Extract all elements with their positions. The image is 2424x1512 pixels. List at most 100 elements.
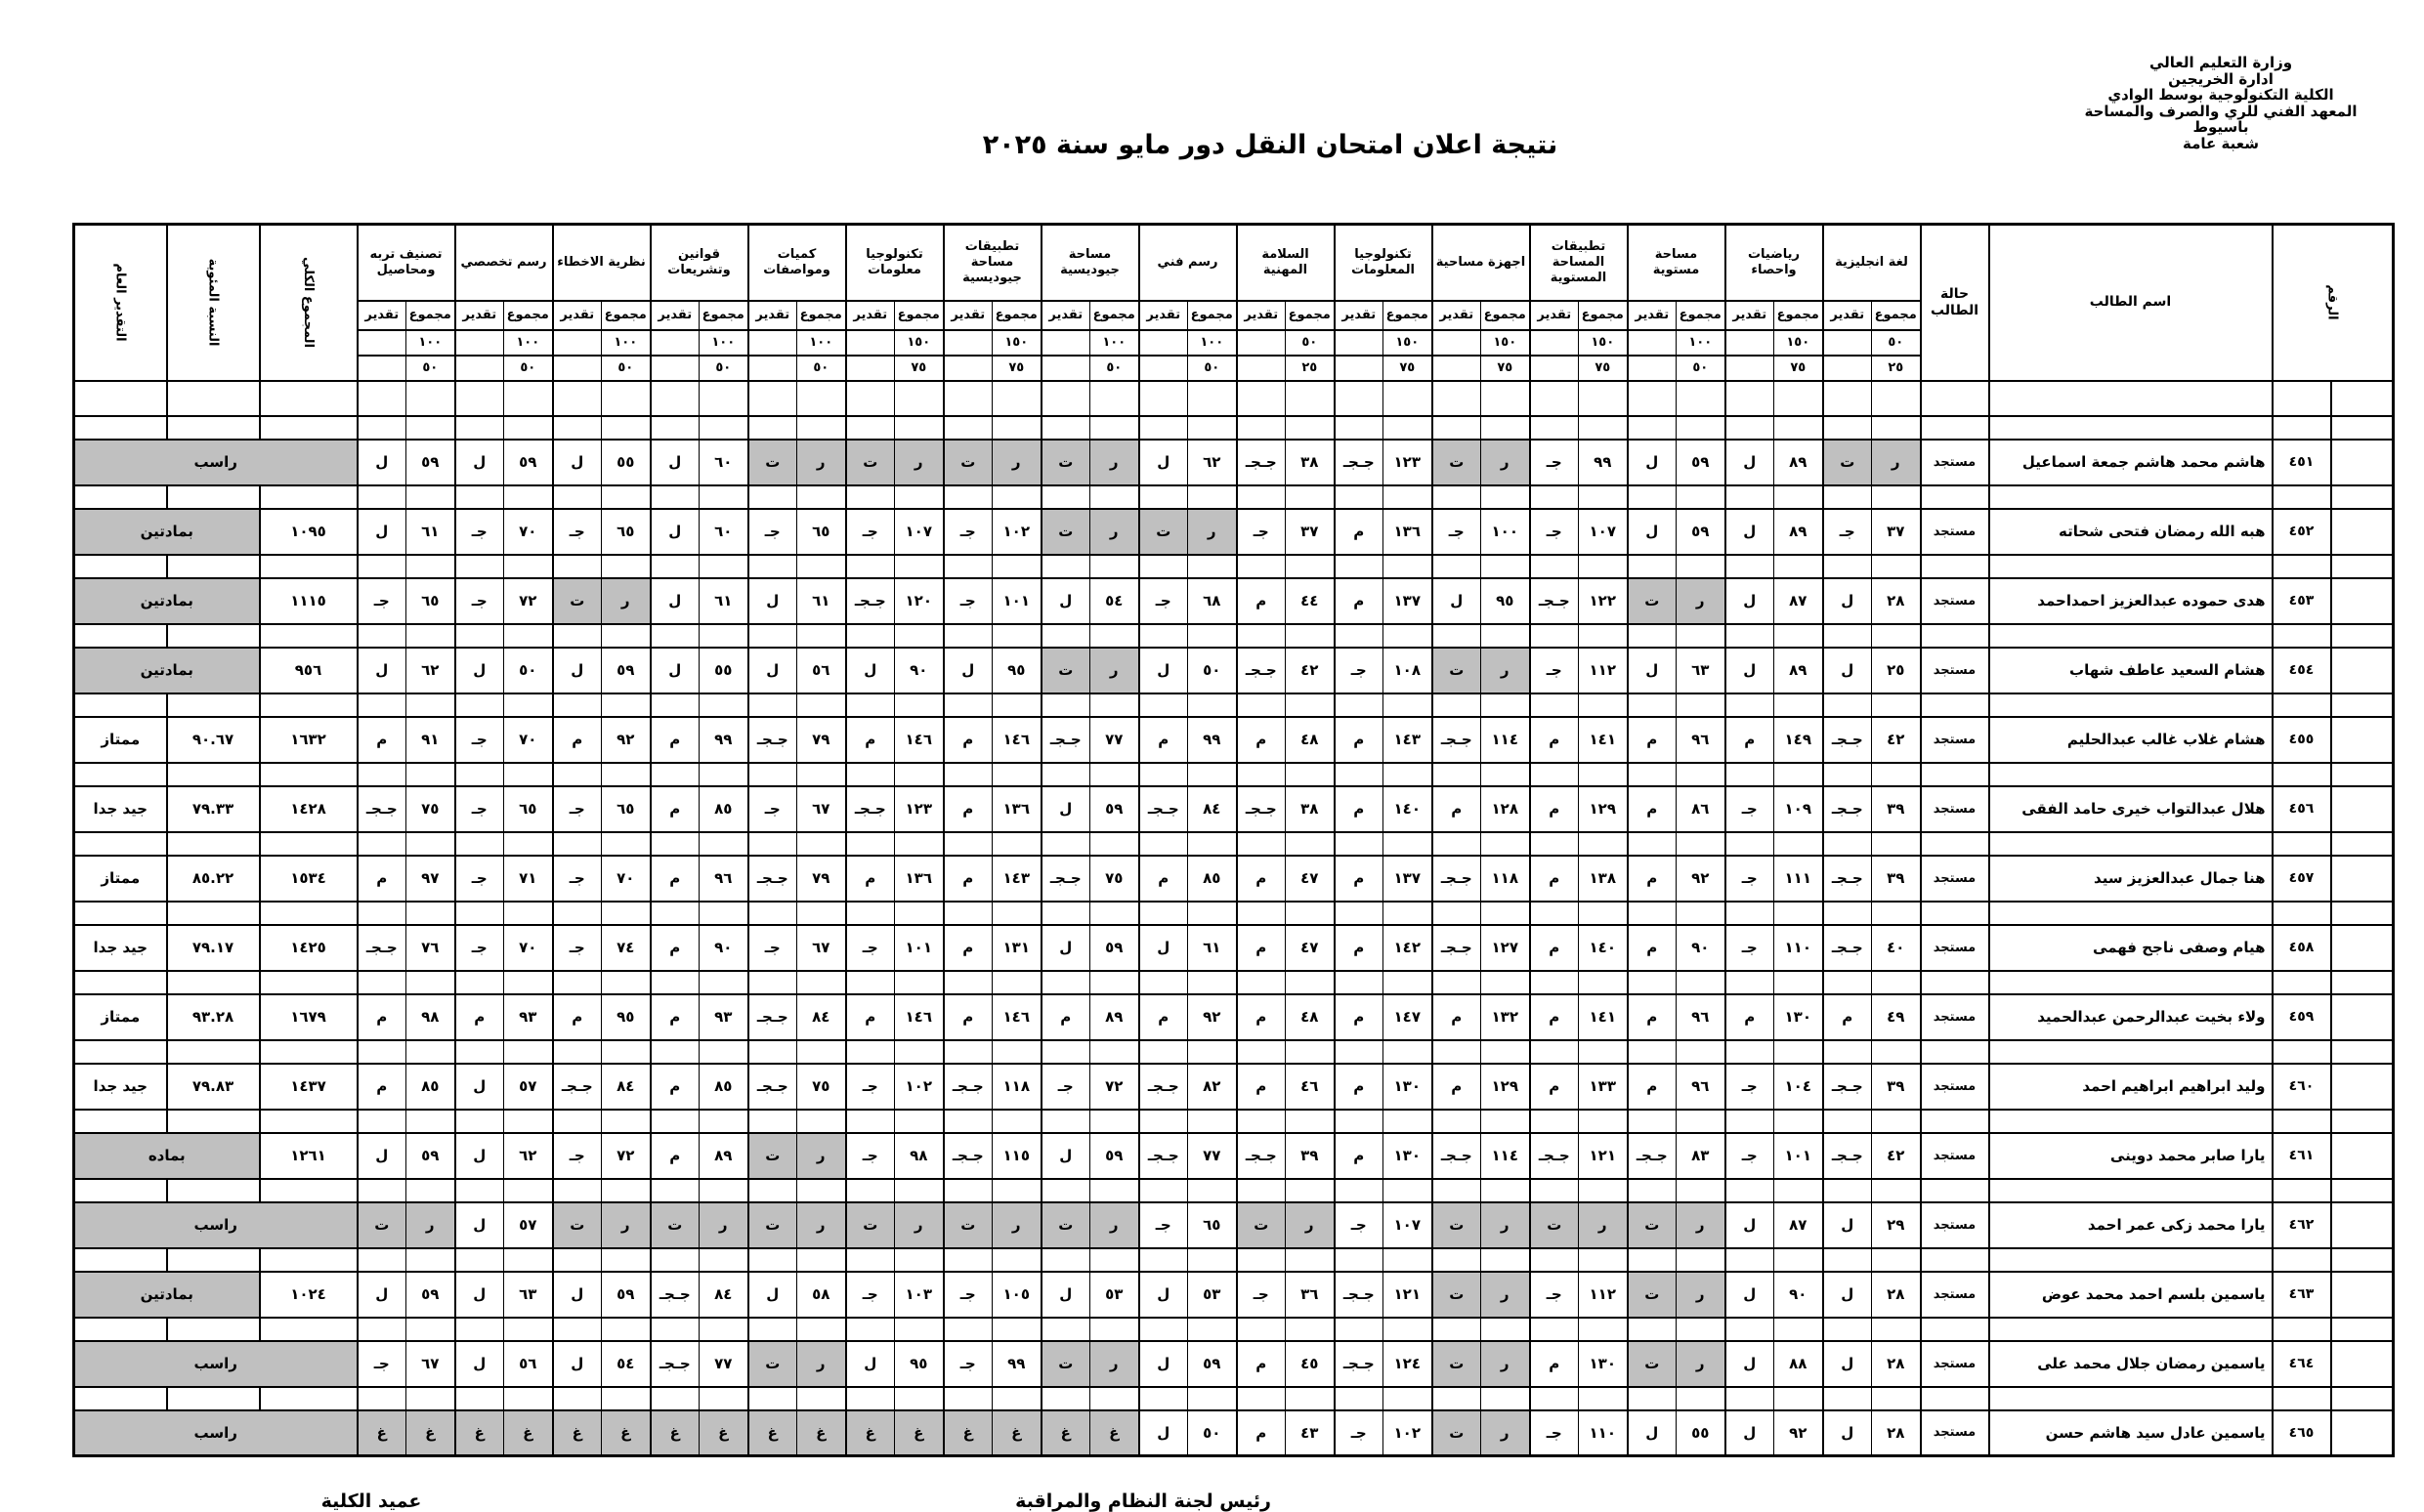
mark-grade-cell: ل xyxy=(649,507,700,556)
subject-3-total-header: مجموع xyxy=(1578,299,1629,331)
mark-total-cell: ٢٩ xyxy=(1871,1200,1922,1249)
serial-cell: ٤٥٦ xyxy=(2271,784,2332,833)
mark-total-cell: ٥٤ xyxy=(601,1339,652,1388)
mark-total-cell: ٦٥ xyxy=(601,507,652,556)
sep-cell xyxy=(405,1316,456,1342)
sep-cell xyxy=(601,553,652,579)
sep-cell xyxy=(1187,553,1238,579)
sep-cell xyxy=(942,379,993,417)
subject-7-max-blank xyxy=(1137,328,1188,357)
sep-cell xyxy=(699,553,749,579)
serial-cell: ٤٦٥ xyxy=(2271,1408,2332,1457)
sep-cell xyxy=(551,1108,602,1134)
sep-cell xyxy=(1430,969,1481,995)
sep-cell xyxy=(72,1385,168,1411)
mark-grade-cell: ل xyxy=(746,1270,797,1319)
sep-cell xyxy=(1137,553,1188,579)
percent-cell: ٩٠.٦٧ xyxy=(165,715,261,764)
mark-total-cell: ٥٦ xyxy=(503,1339,554,1388)
sep-cell xyxy=(1919,483,1990,510)
mark-grade-cell: ل xyxy=(1137,646,1188,694)
mark-total-cell: غ xyxy=(1089,1408,1140,1457)
subject-3-max-blank xyxy=(1528,328,1579,357)
sep-cell xyxy=(1871,414,1922,441)
mark-total-cell: ٥٩ xyxy=(405,438,456,486)
mark-grade-cell: جـجـ xyxy=(1040,854,1090,903)
mark-total-cell: ٥٠ xyxy=(503,646,554,694)
sep-cell xyxy=(1480,900,1531,926)
sep-cell xyxy=(551,483,602,510)
mark-total-cell: ٨٤ xyxy=(699,1270,749,1319)
student-name-cell: ياسمين عادل سيد هاشم حسن xyxy=(1987,1408,2274,1457)
mark-total-cell: ٦٥ xyxy=(796,507,847,556)
mark-grade-cell: جـجـ xyxy=(1626,1131,1677,1180)
sep-cell xyxy=(601,900,652,926)
mark-total-cell: ٨٩ xyxy=(1773,438,1824,486)
mark-grade-cell: ت xyxy=(1626,576,1677,625)
sep-cell xyxy=(1578,414,1629,441)
mark-grade-cell: جـ xyxy=(453,507,504,556)
mark-grade-cell: ل xyxy=(1040,1270,1090,1319)
sep-cell xyxy=(356,1108,406,1134)
sep-cell xyxy=(1919,1316,1990,1342)
sep-cell xyxy=(1333,1316,1383,1342)
sep-cell xyxy=(649,414,700,441)
sep-cell xyxy=(1919,1177,1990,1203)
mark-grade-cell: ل xyxy=(453,1131,504,1180)
mark-total-cell: ٩٢ xyxy=(1773,1408,1824,1457)
subject-11-min: ٥٠ xyxy=(796,354,847,382)
mark-grade-cell: ت xyxy=(1430,1270,1481,1319)
mark-grade-cell: م xyxy=(844,715,895,764)
separator-row xyxy=(72,692,2395,718)
mark-total-cell: ٩١ xyxy=(405,715,456,764)
student-row: ٤٦٢ يارا محمد زكى عمر احمد مستجد ٢٩ ل ٨٧ ل ر ت ر ت… xyxy=(72,1200,2395,1249)
total-cell: ١٥٣٤ xyxy=(258,854,359,903)
sep-cell xyxy=(2329,1038,2395,1065)
mark-total-cell: ٨٩ xyxy=(1773,646,1824,694)
sep-cell xyxy=(1382,830,1433,857)
sep-cell xyxy=(1871,553,1922,579)
separator-row xyxy=(72,1385,2395,1411)
sep-cell xyxy=(699,830,749,857)
mark-grade-cell: غ xyxy=(356,1408,406,1457)
sep-cell xyxy=(894,761,945,787)
sep-cell xyxy=(1987,761,2274,787)
sep-cell xyxy=(1382,1385,1433,1411)
mark-total-cell: ٨٤ xyxy=(601,1062,652,1111)
sep-cell xyxy=(1089,414,1140,441)
sep-cell xyxy=(1480,414,1531,441)
student-name-cell: يارا صابر محمد دوينى xyxy=(1987,1131,2274,1180)
mark-grade-cell: ل xyxy=(1430,576,1481,625)
sep-cell xyxy=(2329,1177,2395,1203)
mark-total-cell: ٢٨ xyxy=(1871,576,1922,625)
sep-cell xyxy=(649,830,700,857)
sep-cell xyxy=(453,379,504,417)
org-line-1: وزارة التعليم العالي xyxy=(2148,54,2293,71)
mark-total-cell: ٥٩ xyxy=(1089,1131,1140,1180)
sep-cell xyxy=(844,553,895,579)
sep-cell xyxy=(2329,830,2395,857)
sep-cell xyxy=(1480,553,1531,579)
sep-cell xyxy=(1040,830,1090,857)
sep-cell xyxy=(844,483,895,510)
mark-total-cell: ٩٩ xyxy=(992,1339,1042,1388)
mark-grade-cell: جـجـ xyxy=(1235,646,1286,694)
mark-total-cell: ر xyxy=(1871,438,1922,486)
sep-cell xyxy=(356,1385,406,1411)
serial-cell: ٤٥٥ xyxy=(2271,715,2332,764)
mark-total-cell: ١٠٨ xyxy=(1382,646,1433,694)
sep-cell xyxy=(796,830,847,857)
sep-cell xyxy=(992,379,1042,417)
sep-cell xyxy=(746,761,797,787)
mark-grade-cell: م xyxy=(1235,992,1286,1041)
total-col-header: المجموع الكلي xyxy=(258,223,359,382)
sep-cell xyxy=(1919,969,1990,995)
sep-cell xyxy=(746,622,797,649)
mark-total-cell: ١٣٦ xyxy=(992,784,1042,833)
sep-cell xyxy=(1480,969,1531,995)
sep-cell xyxy=(453,761,504,787)
sep-cell xyxy=(1089,1038,1140,1065)
subject-3-grade-header: تقدير xyxy=(1528,299,1579,331)
mark-total-cell: ٩٣ xyxy=(699,992,749,1041)
